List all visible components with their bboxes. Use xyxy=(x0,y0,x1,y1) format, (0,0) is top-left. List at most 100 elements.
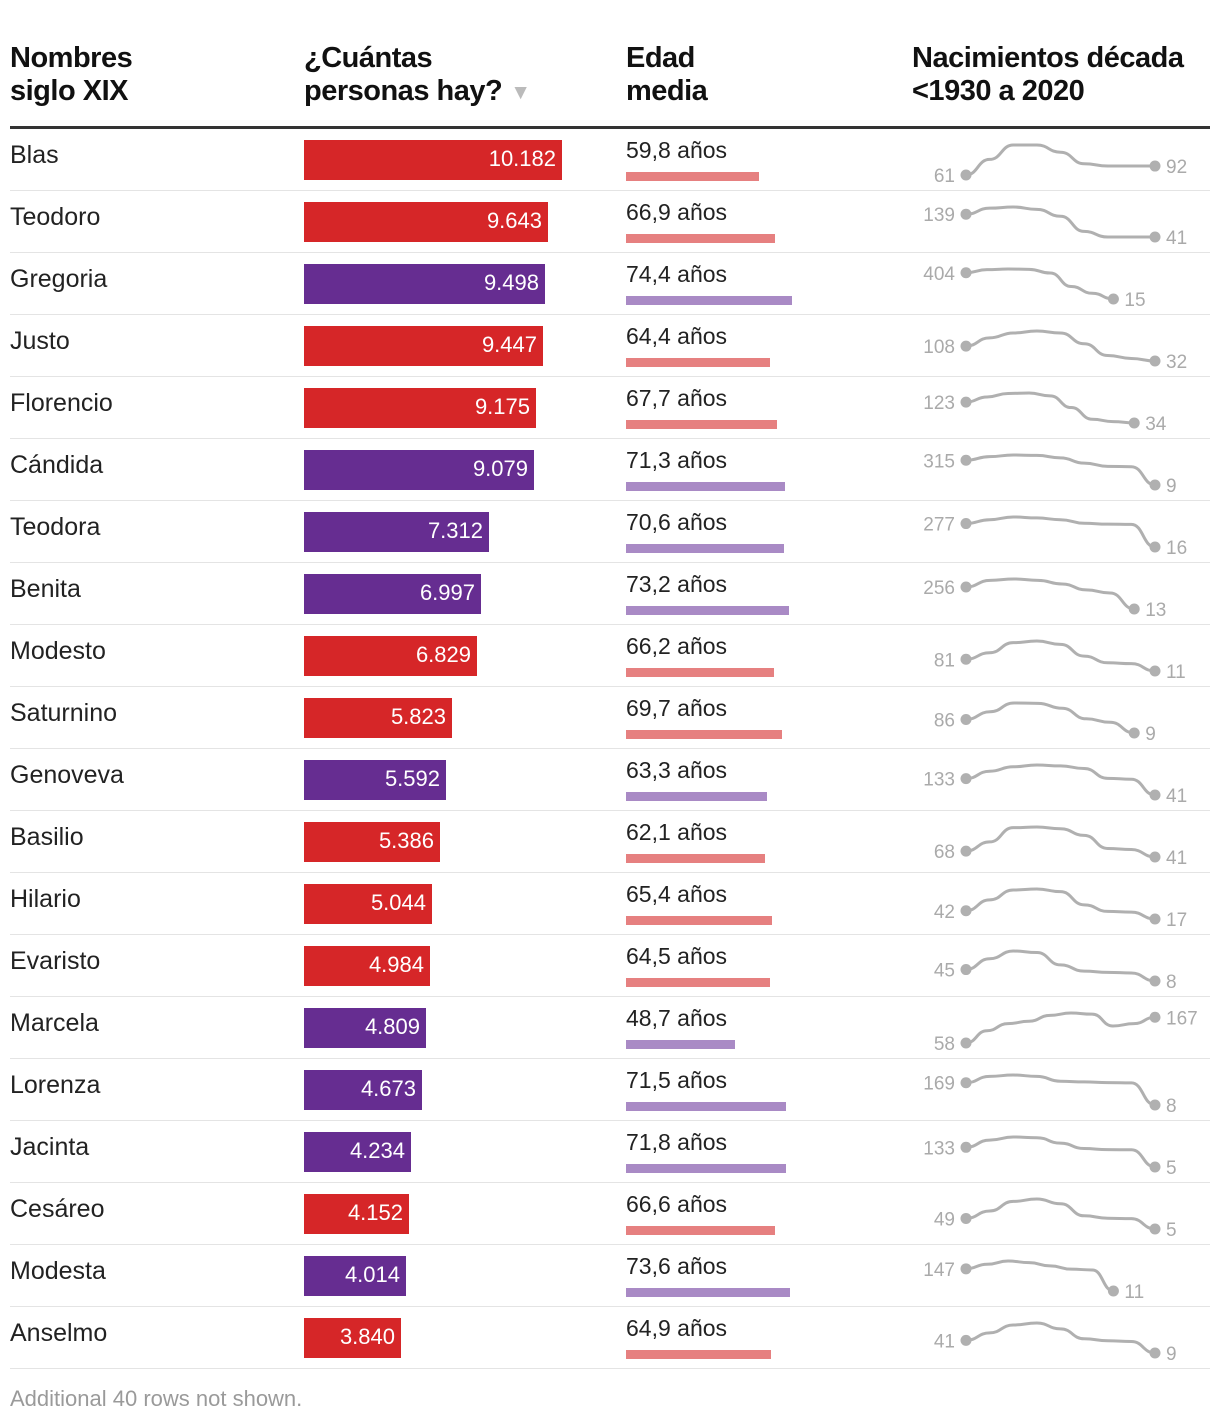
header-rule xyxy=(10,126,1210,129)
count-bar: 4.984 xyxy=(304,946,430,986)
sparkline-end-label: 11 xyxy=(1166,662,1186,683)
births-sparkline: 123 34 xyxy=(923,391,1167,435)
sparkline-end-dot xyxy=(1149,541,1161,553)
header-count-label[interactable]: ¿Cuántas personas hay? xyxy=(304,42,503,107)
sparkline-start-label: 108 xyxy=(923,337,955,358)
sparkline-start-label: 45 xyxy=(934,961,955,982)
sparkline-end-label: 17 xyxy=(1166,910,1187,931)
sparkline-end-label: 11 xyxy=(1124,1282,1144,1303)
table-row: Teodora 7.312 70,6 años 277 16 xyxy=(0,501,1220,563)
count-bar: 10.182 xyxy=(304,140,562,180)
age-value: 70,6 años xyxy=(626,509,728,535)
count-value: 5.823 xyxy=(390,704,446,729)
row-name: Genoveva xyxy=(10,761,124,789)
count-value: 4.673 xyxy=(360,1076,416,1101)
row-name: Cesáreo xyxy=(10,1195,105,1223)
sparkline-start-label: 49 xyxy=(934,1209,955,1230)
row-divider xyxy=(10,1120,1210,1121)
count-value: 5.044 xyxy=(370,890,426,915)
table-row: Blas 10.182 59,8 años 61 92 xyxy=(0,129,1220,191)
count-bar: 4.234 xyxy=(304,1132,411,1172)
sparkline-path xyxy=(965,639,1156,673)
row-divider xyxy=(10,314,1210,315)
age-bar xyxy=(626,1226,775,1235)
count-value: 5.386 xyxy=(378,828,434,853)
age-value: 66,2 años xyxy=(626,633,728,659)
header-count[interactable]: ¿Cuántas personas hay? ▼ xyxy=(304,42,531,109)
sparkline-path xyxy=(965,1321,1156,1355)
header-names: Nombres siglo XIX xyxy=(10,42,133,107)
row-name: Florencio xyxy=(10,389,113,417)
age-bar xyxy=(626,1040,735,1049)
births-sparkline: 139 41 xyxy=(923,205,1187,249)
sparkline-end-label: 9 xyxy=(1166,476,1177,497)
count-value: 4.152 xyxy=(347,1200,403,1225)
age-bar xyxy=(626,792,767,801)
age-value: 67,7 años xyxy=(626,385,728,411)
row-divider xyxy=(10,686,1210,687)
age-value: 73,2 años xyxy=(626,571,728,597)
age-bar xyxy=(626,606,789,615)
sparkline-end-label: 13 xyxy=(1145,600,1166,621)
count-value: 9.498 xyxy=(483,270,539,295)
row-divider xyxy=(10,562,1210,563)
sparkline-start-dot xyxy=(960,1077,972,1089)
sparkline-end-dot xyxy=(1149,355,1161,367)
sparkline-end-label: 167 xyxy=(1166,1008,1198,1029)
table-row: Evaristo 4.984 64,5 años 45 8 xyxy=(0,935,1220,997)
age-value: 48,7 años xyxy=(626,1005,728,1031)
table-row: Genoveva 5.592 63,3 años 133 41 xyxy=(0,749,1220,811)
sparkline-end-label: 8 xyxy=(1166,972,1177,993)
count-value: 4.014 xyxy=(344,1262,400,1287)
births-sparkline: 42 17 xyxy=(934,887,1187,931)
sparkline-start-dot xyxy=(960,713,972,725)
count-bar: 9.643 xyxy=(304,202,548,242)
age-value: 59,8 años xyxy=(626,137,728,163)
table-row: Modesto 6.829 66,2 años 81 11 xyxy=(0,625,1220,687)
sparkline-start-label: 139 xyxy=(923,205,955,226)
births-sparkline: 45 8 xyxy=(934,949,1177,993)
row-name: Benita xyxy=(10,575,81,603)
sparkline-end-dot xyxy=(1149,851,1161,863)
row-divider xyxy=(10,190,1210,191)
count-bar: 5.044 xyxy=(304,884,432,924)
row-divider xyxy=(10,624,1210,625)
age-value: 66,6 años xyxy=(626,1191,728,1217)
sparkline-path xyxy=(965,1197,1156,1231)
sparkline-start-dot xyxy=(960,454,972,466)
sparkline-start-dot xyxy=(960,845,972,857)
table-row: Cesáreo 4.152 66,6 años 49 5 xyxy=(0,1183,1220,1245)
row-divider xyxy=(10,872,1210,873)
sparkline-end-label: 92 xyxy=(1166,157,1187,178)
count-value: 4.234 xyxy=(349,1138,405,1163)
sparkline-start-dot xyxy=(960,773,972,785)
age-bar xyxy=(626,296,792,305)
sparkline-end-dot xyxy=(1149,160,1161,172)
sort-descending-triangle-icon[interactable]: ▼ xyxy=(510,81,531,104)
sparkline-start-dot xyxy=(960,653,972,665)
births-sparkline: 81 11 xyxy=(934,639,1186,683)
sparkline-end-label: 41 xyxy=(1166,848,1187,869)
age-bar xyxy=(626,358,770,367)
sparkline-start-dot xyxy=(960,1334,972,1346)
births-sparkline: 133 5 xyxy=(923,1135,1177,1179)
row-name: Blas xyxy=(10,141,59,169)
sparkline-path xyxy=(965,825,1156,859)
age-bar xyxy=(626,854,765,863)
sparkline-end-dot xyxy=(1149,1223,1161,1235)
age-value: 71,8 años xyxy=(626,1129,728,1155)
sparkline-start-label: 123 xyxy=(923,393,955,414)
row-name: Teodoro xyxy=(10,203,101,231)
sparkline-start-dot xyxy=(960,905,972,917)
row-divider xyxy=(10,376,1210,377)
count-value: 6.829 xyxy=(415,642,471,667)
row-name: Basilio xyxy=(10,823,84,851)
sparkline-start-dot xyxy=(960,1212,972,1224)
sparkline-start-dot xyxy=(960,581,972,593)
sparkline-end-label: 8 xyxy=(1166,1096,1177,1117)
table-row: Anselmo 3.840 64,9 años 41 9 xyxy=(0,1307,1220,1369)
count-value: 7.312 xyxy=(427,518,483,543)
sparkline-start-dot xyxy=(960,340,972,352)
births-sparkline: 49 5 xyxy=(934,1197,1177,1241)
